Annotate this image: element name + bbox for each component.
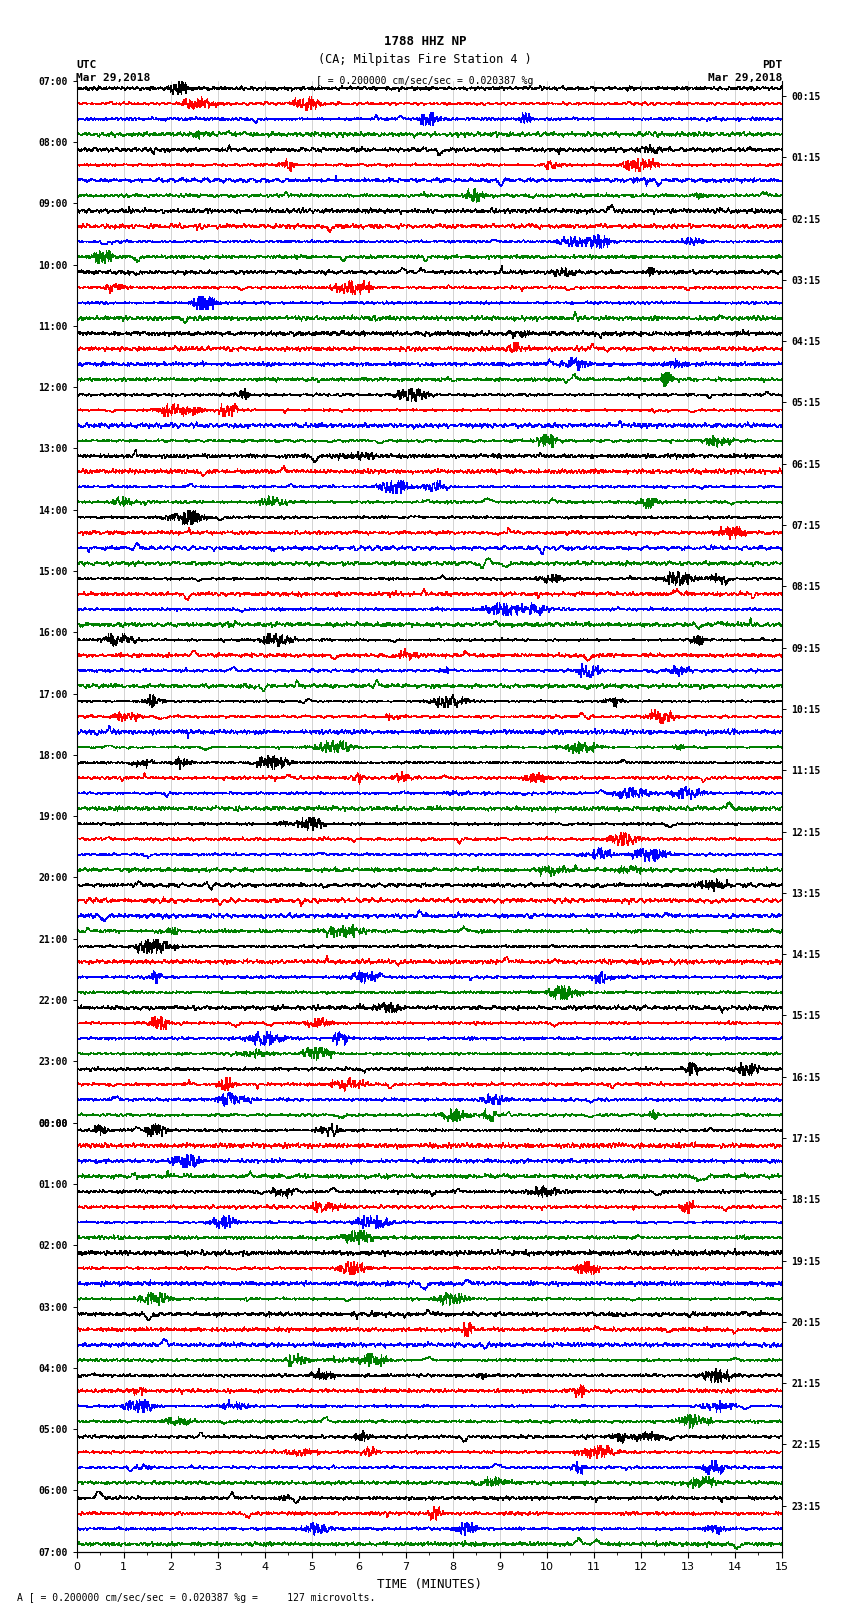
Text: PDT: PDT bbox=[762, 60, 782, 69]
Text: A [ = 0.200000 cm/sec/sec = 0.020387 %g =     127 microvolts.: A [ = 0.200000 cm/sec/sec = 0.020387 %g … bbox=[17, 1594, 376, 1603]
Text: 1788 HHZ NP: 1788 HHZ NP bbox=[383, 35, 467, 48]
Text: UTC: UTC bbox=[76, 60, 97, 69]
Text: Mar 29,2018: Mar 29,2018 bbox=[708, 73, 782, 82]
Text: (CA; Milpitas Fire Station 4 ): (CA; Milpitas Fire Station 4 ) bbox=[318, 53, 532, 66]
X-axis label: TIME (MINUTES): TIME (MINUTES) bbox=[377, 1578, 482, 1590]
Text: Mar 29,2018: Mar 29,2018 bbox=[76, 73, 150, 82]
Text: [ = 0.200000 cm/sec/sec = 0.020387 %g: [ = 0.200000 cm/sec/sec = 0.020387 %g bbox=[316, 76, 534, 85]
